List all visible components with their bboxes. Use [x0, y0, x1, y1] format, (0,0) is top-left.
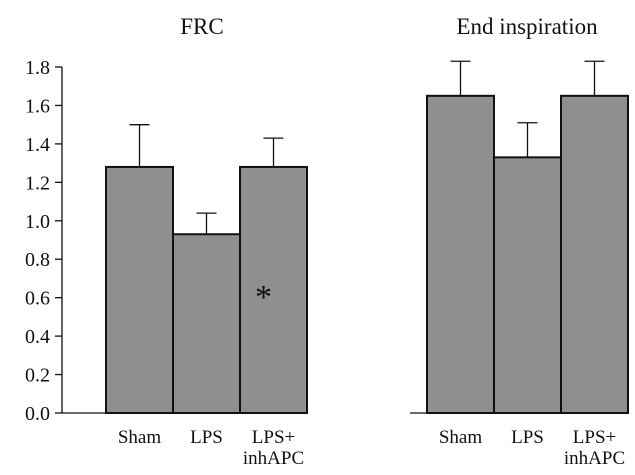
- panel-2-bar-3: [560, 94, 629, 414]
- panel-1-y-tick-label: 1.6: [25, 95, 50, 117]
- panel-1-y-tick-label: 1.4: [25, 134, 50, 156]
- panel-2-bar-1: [426, 94, 495, 414]
- panel-2-title: End inspiration: [456, 14, 598, 39]
- panel-1-y-tick-label: 0.6: [25, 288, 50, 310]
- panel-1-category-label-1: Sham: [118, 427, 162, 448]
- panel-1-y-tick-label: 1.0: [25, 211, 50, 233]
- panel-1-bar-2: [172, 233, 241, 414]
- panel-1-category-label-2: LPS: [190, 427, 223, 448]
- panel-1-y-tick-label: 0.0: [25, 403, 50, 425]
- panel-2-bar-2: [493, 156, 562, 414]
- panel-1-y-tick-label: 0.4: [25, 326, 50, 348]
- panel-1-category-label-3: inhAPC: [243, 448, 304, 469]
- panel-1-y-tick-label: 1.2: [25, 172, 50, 194]
- panel-2-category-label-3: inhAPC: [564, 448, 625, 469]
- panel-2-category-label-3: LPS+: [573, 427, 616, 448]
- panel-2-category-label-1: Sham: [439, 427, 483, 448]
- panel-2-category-label-2: LPS: [511, 427, 544, 448]
- panel-1-bar-3: [239, 165, 308, 414]
- panel-1-category-label-3: LPS+: [252, 427, 295, 448]
- panel-1-y-tick-label: 1.8: [25, 57, 50, 79]
- panel-1-y-tick-label: 0.8: [25, 249, 50, 271]
- panel-1-significance-marker: *: [255, 279, 272, 316]
- panel-1-title: FRC: [180, 14, 223, 39]
- panel-1-bar-1: [105, 165, 174, 414]
- panel-1-y-tick-label: 0.2: [25, 365, 50, 387]
